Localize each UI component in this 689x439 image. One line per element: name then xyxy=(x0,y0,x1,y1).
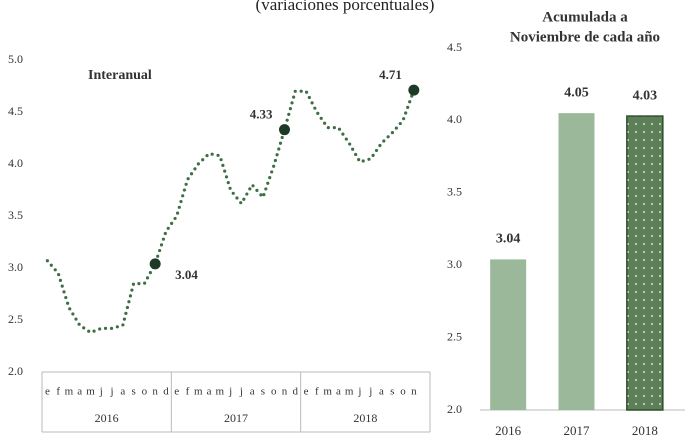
y-tick-label: 3.0 xyxy=(8,260,23,274)
y-tick-label: 5.0 xyxy=(8,52,23,66)
x-tick-label: j xyxy=(110,386,114,398)
y-tick-label: 2.0 xyxy=(8,364,23,378)
x-tick-label: a xyxy=(120,386,125,398)
x-tick-label: f xyxy=(56,386,60,398)
x-tick-label: 2016 xyxy=(495,423,522,438)
subtitle: Interanual xyxy=(88,68,152,83)
x-tick-label: d xyxy=(163,386,169,398)
x-tick-label: m xyxy=(194,386,203,398)
page-title: (variaciones porcentuales) xyxy=(256,0,435,14)
y-tick-label: 3.5 xyxy=(8,208,23,222)
highlight-point xyxy=(279,124,290,136)
x-tick-label: e xyxy=(174,386,179,398)
x-tick-label: 2018 xyxy=(632,423,658,438)
y-tick-label: 2.5 xyxy=(447,329,462,343)
bar-outline xyxy=(626,115,664,411)
y-tick-label: 4.5 xyxy=(447,40,462,54)
x-tick-label: d xyxy=(293,386,299,398)
x-tick-label: a xyxy=(207,386,212,398)
highlight-point xyxy=(408,84,420,96)
y-tick-label: 2.5 xyxy=(8,312,23,326)
x-tick-label: o xyxy=(271,386,277,398)
x-tick-label: e xyxy=(45,386,50,398)
y-tick-label: 4.5 xyxy=(8,104,23,118)
bar-label: 4.03 xyxy=(633,88,658,103)
x-tick-label: s xyxy=(131,386,135,398)
chart-title: Noviembre de cada año xyxy=(510,29,660,45)
y-tick-label: 4.0 xyxy=(447,112,462,126)
y-tick-label: 2.0 xyxy=(447,402,462,416)
x-tick-label: n xyxy=(282,386,288,398)
x-tick-label: o xyxy=(400,386,406,398)
x-tick-label: 2017 xyxy=(564,423,591,438)
x-tick-label: j xyxy=(228,386,232,398)
x-tick-label: j xyxy=(357,386,361,398)
x-tick-label: n xyxy=(411,386,417,398)
x-tick-label: j xyxy=(368,386,372,398)
group-label: 2018 xyxy=(353,411,377,425)
x-tick-label: m xyxy=(216,386,225,398)
group-label: 2017 xyxy=(224,411,248,425)
x-tick-label: m xyxy=(345,386,354,398)
x-tick-label: s xyxy=(390,386,394,398)
x-tick-label: m xyxy=(323,386,332,398)
bar-pattern xyxy=(626,116,663,410)
chart-title: Acumulada a xyxy=(542,9,628,25)
x-tick-label: a xyxy=(379,386,384,398)
highlight-point xyxy=(149,258,161,270)
point-label: 4.71 xyxy=(379,67,402,82)
point-label: 3.04 xyxy=(175,267,198,282)
x-tick-label: j xyxy=(99,386,103,398)
line-series xyxy=(45,88,416,335)
x-tick-label: e xyxy=(304,386,309,398)
bar-label: 4.05 xyxy=(564,85,589,100)
x-tick-label: o xyxy=(142,386,148,398)
x-tick-label: a xyxy=(77,386,82,398)
x-tick-label: f xyxy=(186,386,190,398)
bar xyxy=(490,259,527,410)
bar xyxy=(558,113,595,410)
x-tick-label: s xyxy=(261,386,265,398)
x-tick-label: f xyxy=(315,386,319,398)
y-tick-label: 4.0 xyxy=(8,156,23,170)
x-tick-label: a xyxy=(250,386,255,398)
y-tick-label: 3.0 xyxy=(447,257,462,271)
point-label: 4.33 xyxy=(250,107,273,122)
x-tick-label: n xyxy=(152,386,158,398)
x-tick-label: m xyxy=(86,386,95,398)
bar-label: 3.04 xyxy=(496,232,521,247)
x-tick-label: a xyxy=(336,386,341,398)
y-tick-label: 3.5 xyxy=(447,185,462,199)
x-tick-label: m xyxy=(65,386,74,398)
x-tick-label: j xyxy=(239,386,243,398)
group-label: 2016 xyxy=(95,411,119,425)
